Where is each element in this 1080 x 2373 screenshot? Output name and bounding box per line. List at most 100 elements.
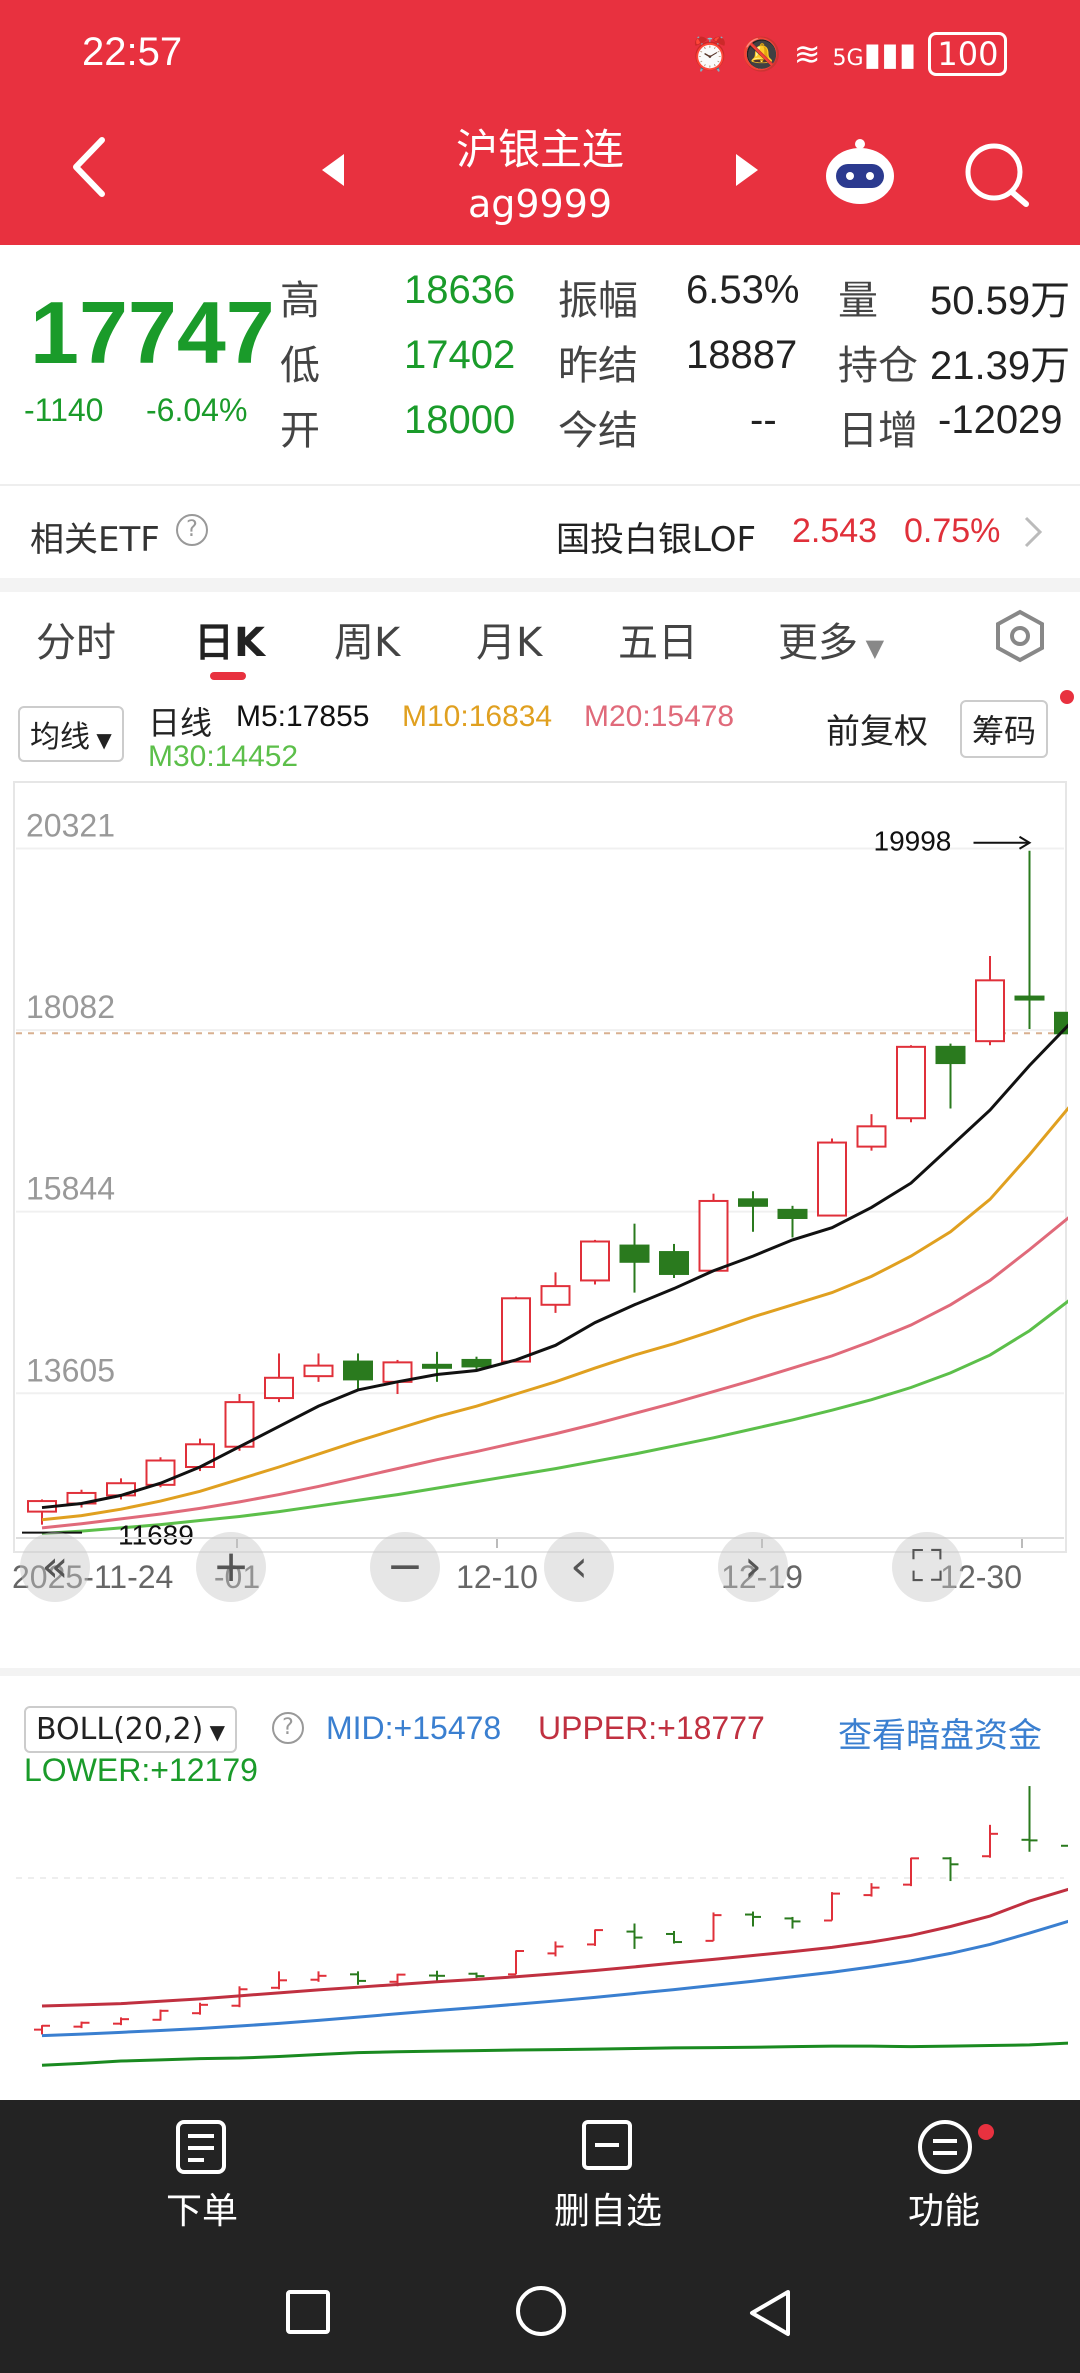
settings-hex-icon[interactable] <box>992 608 1048 668</box>
prev-contract-button[interactable] <box>318 150 348 194</box>
app-header: 22:57 ⏰ 🔕 ≋ 5G▮▮▮ 100 沪银主连 ag9999 <box>0 0 1080 245</box>
fullscreen-icon[interactable]: ⛶ <box>892 1532 962 1602</box>
period-label: 日线 <box>148 705 213 741</box>
section-gap <box>0 578 1080 592</box>
home-button[interactable] <box>516 2286 566 2336</box>
boll-selector-label: BOLL(20,2) <box>36 1712 204 1747</box>
volume-label: 量 <box>838 278 878 324</box>
x-tick-label: -01 <box>214 1559 260 1595</box>
indicator-selector[interactable]: 均线 ▼ <box>18 706 124 762</box>
tab-timeshare[interactable]: 分时 <box>36 620 116 666</box>
nav-function[interactable]: 功能 <box>908 2191 981 2232</box>
candle-body <box>738 1198 768 1207</box>
kline-chart[interactable]: 20321 18082 15844 13605 19998 11689 2025-11-24… <box>12 780 1068 1610</box>
candle-body <box>619 1244 650 1263</box>
x-tick-label: 12-10 <box>456 1559 538 1595</box>
volume-value: 50.59万 <box>930 279 1071 323</box>
remove-watchlist-icon[interactable] <box>580 2118 634 2176</box>
boll-lower-value: LOWER:+12179 <box>24 1752 258 1788</box>
chips-button[interactable]: 筹码 <box>960 700 1049 758</box>
caret-down-icon: ▼ <box>203 1720 226 1744</box>
notification-dot <box>978 2124 994 2140</box>
help-icon[interactable]: ? <box>272 1712 304 1744</box>
related-etf-row[interactable]: 相关ETF ? 国投白银LOF 2.543 0.75% <box>0 488 1080 578</box>
candle-body <box>817 1141 847 1217</box>
function-icon[interactable] <box>916 2118 974 2180</box>
candle-body <box>659 1251 689 1275</box>
contract-code: ag9999 <box>467 182 613 226</box>
candle-body <box>264 1376 294 1400</box>
scroll-right-button[interactable]: › <box>718 1532 788 1602</box>
search-icon[interactable] <box>962 140 1032 214</box>
m10-value: M10:16834 <box>402 700 553 733</box>
recent-apps-button[interactable] <box>286 2290 330 2334</box>
section-gap <box>0 1668 1080 1676</box>
indicator-selector-label: 均线 <box>30 720 90 755</box>
ma-line-m10 <box>41 1106 1068 1522</box>
amplitude-label: 振幅 <box>558 278 638 324</box>
tab-weekly-k[interactable]: 周K <box>334 620 401 666</box>
etf-name: 国投白银LOF <box>556 520 757 560</box>
last-price: 17747 <box>30 283 275 382</box>
caret-down-icon: ▼ <box>90 728 112 752</box>
system-back-button[interactable] <box>746 2288 794 2342</box>
candle-body <box>303 1364 334 1378</box>
today-settle-value: -- <box>750 398 777 442</box>
open-interest-value: 21.39万 <box>930 344 1071 388</box>
candle-body <box>698 1199 729 1272</box>
prev-settle-label: 昨结 <box>558 343 638 389</box>
back-button[interactable] <box>66 132 116 202</box>
candle-body <box>343 1360 373 1381</box>
daily-change-label: 日增 <box>838 408 918 454</box>
m30-value: M30:14452 <box>148 740 299 773</box>
chart-frame <box>13 781 1067 1553</box>
mute-icon: 🔕 <box>741 35 782 73</box>
zoom-in-button[interactable]: + <box>196 1532 266 1602</box>
robot-assistant-icon[interactable] <box>822 136 898 212</box>
tab-five-day[interactable]: 五日 <box>618 620 698 666</box>
zoom-out-button[interactable]: − <box>370 1532 440 1602</box>
active-tab-indicator <box>210 672 246 680</box>
dark-pool-link[interactable]: 查看暗盘资金 <box>838 1716 1042 1756</box>
status-time: 22:57 <box>82 30 183 74</box>
scroll-left-button[interactable]: ‹ <box>544 1532 614 1602</box>
nav-order[interactable]: 下单 <box>166 2191 239 2232</box>
wifi-icon: ≋ <box>793 35 821 73</box>
boll-upper-value: UPPER:+18777 <box>538 1710 765 1746</box>
order-icon[interactable] <box>174 2118 228 2180</box>
amplitude-value: 6.53% <box>686 268 800 312</box>
next-contract-button[interactable] <box>732 150 762 194</box>
min-price-label: 11689 <box>118 1520 194 1551</box>
y-tick-label: 13605 <box>26 1352 115 1388</box>
ma-line-m20 <box>41 1216 1068 1530</box>
scroll-left-fast-button[interactable]: « <box>20 1532 90 1602</box>
prev-settle-value: 18887 <box>686 333 798 377</box>
y-tick-label: 15844 <box>26 1171 115 1207</box>
tab-more[interactable]: 更多 ▼ <box>778 610 884 668</box>
high-label: 高 <box>280 278 320 324</box>
candle-body <box>224 1401 255 1448</box>
low-label: 低 <box>280 343 320 389</box>
ma-line-m5 <box>41 1023 1068 1510</box>
status-icons: ⏰ 🔕 ≋ 5G▮▮▮ 100 <box>690 32 1008 76</box>
candle-body <box>422 1363 452 1369</box>
open-interest-label: 持仓 <box>838 343 918 389</box>
help-icon[interactable]: ? <box>176 514 208 546</box>
max-price-label: 19998 <box>874 826 952 857</box>
adjust-button[interactable]: 前复权 <box>826 712 928 752</box>
high-value: 18636 <box>404 268 516 312</box>
tab-monthly-k[interactable]: 月K <box>476 620 543 666</box>
candle-body <box>580 1240 610 1282</box>
nav-remove-watchlist[interactable]: 删自选 <box>554 2191 663 2232</box>
candle-body <box>540 1285 571 1306</box>
alarm-icon: ⏰ <box>690 35 730 73</box>
open-value: 18000 <box>404 398 516 442</box>
m20-value: M20:15478 <box>584 700 735 733</box>
caret-down-icon: ▼ <box>858 634 885 662</box>
boll-mid-line <box>41 1919 1068 2038</box>
boll-selector[interactable]: BOLL(20,2) ▼ <box>24 1706 238 1753</box>
candle-body <box>501 1297 531 1363</box>
open-label: 开 <box>280 408 320 454</box>
tab-daily-k[interactable]: 日K <box>194 620 265 666</box>
max-price-arrowhead <box>1018 835 1032 850</box>
